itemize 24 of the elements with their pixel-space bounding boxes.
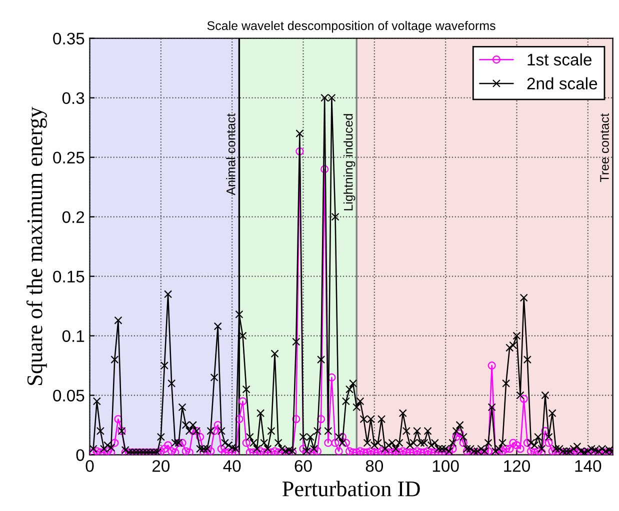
y-tick-label: 0.35	[53, 32, 84, 45]
x-tick-label: 60	[294, 460, 312, 472]
y-tick-label: 0.3	[62, 92, 84, 104]
x-tick-label: 100	[432, 460, 459, 472]
x-tick-label: 140	[575, 460, 602, 472]
band-label: Animal contact	[226, 113, 236, 196]
y-axis-title: Square of the maximum energy	[26, 106, 47, 385]
y-tick-label: 0.15	[53, 270, 84, 283]
y-tick-label: 0.2	[62, 211, 84, 224]
legend-label: 2nd scale	[527, 77, 598, 90]
y-tick-label: 0.25	[53, 152, 84, 164]
y-tick-label: 0	[76, 449, 84, 461]
band-label: Tree contact	[600, 113, 609, 182]
x-tick-label: 20	[152, 460, 170, 472]
x-tick-label: 40	[223, 460, 241, 472]
y-tick-label: 0.05	[53, 390, 84, 402]
x-tick-label: 120	[504, 460, 530, 472]
x-axis-title: Perturbation ID	[282, 480, 420, 496]
x-tick-label: 80	[366, 460, 384, 472]
x-tick-label: 0	[86, 460, 94, 472]
y-tick-label: 0.1	[62, 330, 84, 342]
chart-title: Scale wavelet descomposition of voltage waveforms	[207, 20, 496, 33]
legend-label: 1st scale	[528, 53, 592, 66]
band-label: Lightning induced	[344, 114, 356, 210]
